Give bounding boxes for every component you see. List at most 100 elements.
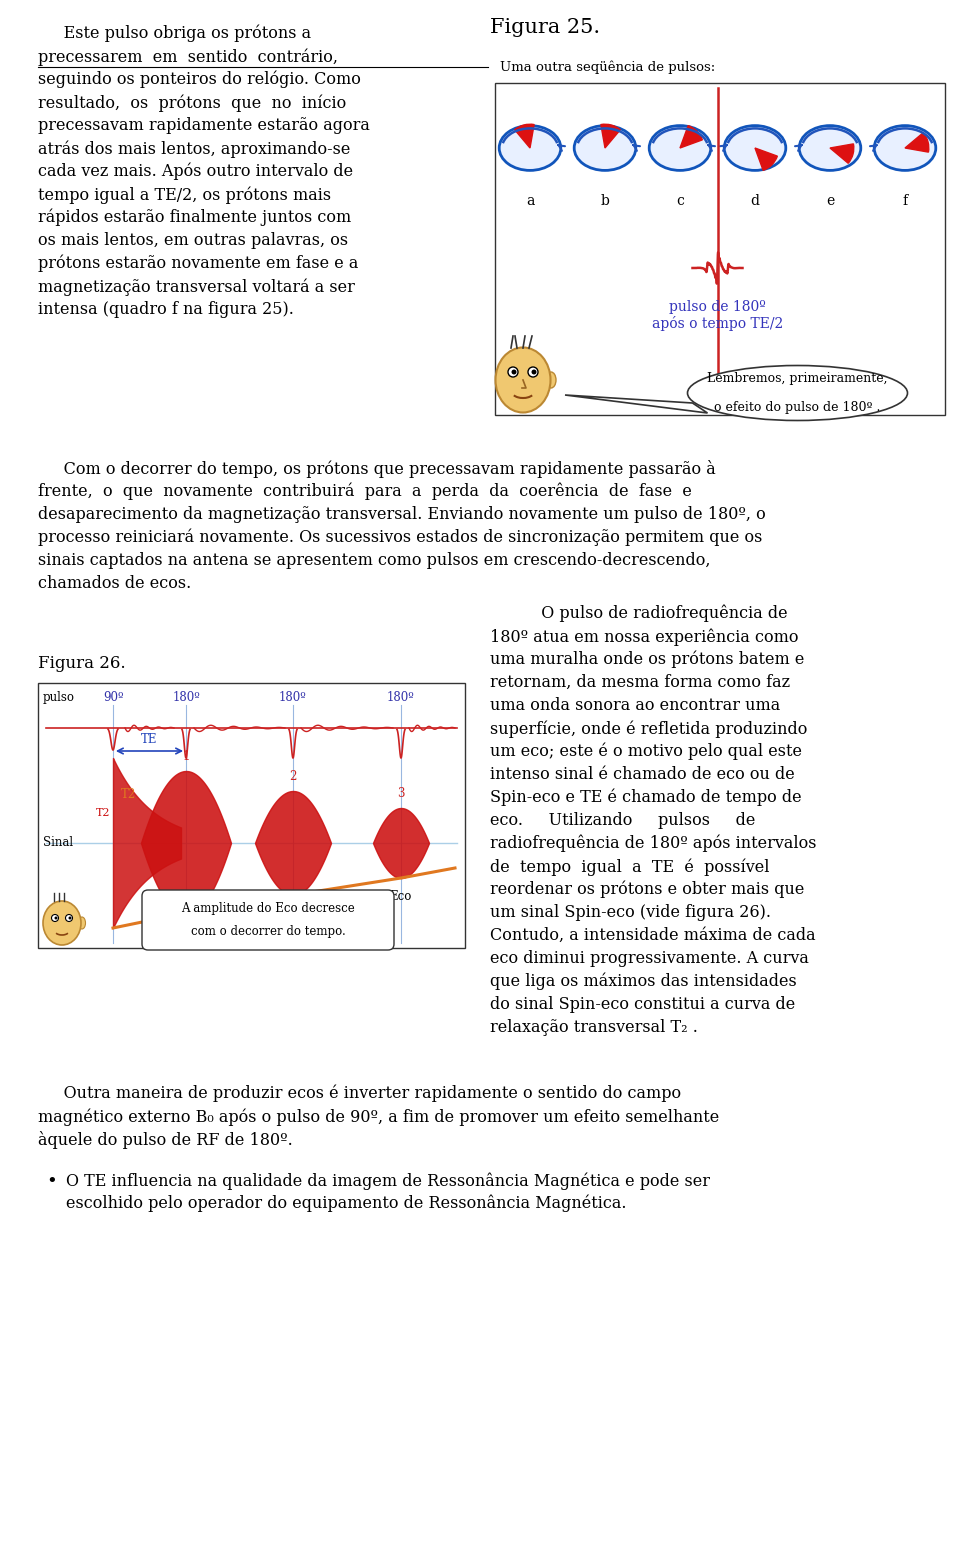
Text: 180º: 180º [279, 691, 307, 704]
Text: A amplitude do Eco decresce: A amplitude do Eco decresce [181, 902, 355, 916]
Text: 90º: 90º [103, 691, 123, 704]
Text: sinais captados na antena se apresentem como pulsos em crescendo-decrescendo,: sinais captados na antena se apresentem … [38, 552, 710, 569]
Text: do sinal Spin-eco constitui a curva de: do sinal Spin-eco constitui a curva de [490, 995, 795, 1012]
Text: f: f [902, 193, 907, 207]
Wedge shape [905, 133, 928, 153]
Text: Figura 26.: Figura 26. [38, 655, 126, 672]
Wedge shape [830, 144, 853, 164]
Circle shape [65, 914, 73, 922]
Text: Spin-eco e TE é chamado de tempo de: Spin-eco e TE é chamado de tempo de [490, 789, 802, 807]
Text: precessavam rapidamente estarão agora: precessavam rapidamente estarão agora [38, 117, 370, 134]
Text: que liga os máximos das intensidades: que liga os máximos das intensidades [490, 973, 797, 991]
Text: uma muralha onde os prótons batem e: uma muralha onde os prótons batem e [490, 651, 804, 669]
Circle shape [68, 917, 71, 919]
Text: Lembremos, primeiramente,: Lembremos, primeiramente, [708, 371, 888, 385]
Text: c: c [676, 193, 684, 207]
Text: o efeito do pulso de 180º .: o efeito do pulso de 180º . [714, 401, 880, 413]
Wedge shape [515, 125, 534, 148]
Text: T2: T2 [121, 788, 136, 800]
Text: um sinal Spin-eco (vide figura 26).: um sinal Spin-eco (vide figura 26). [490, 903, 771, 920]
Text: frente,  o  que  novamente  contribuirá  para  a  perda  da  coerência  de  fase: frente, o que novamente contribuirá para… [38, 484, 692, 501]
Text: Eco: Eco [175, 927, 197, 941]
Text: magnético externo B₀ após o pulso de 90º, a fim de promover um efeito semelhante: magnético externo B₀ após o pulso de 90º… [38, 1108, 719, 1125]
Ellipse shape [43, 902, 81, 945]
Bar [38, 683, 465, 948]
Text: 2: 2 [289, 771, 297, 783]
Ellipse shape [649, 126, 710, 170]
Text: de  tempo  igual  a  TE  é  possível: de tempo igual a TE é possível [490, 858, 770, 875]
Text: precessarem  em  sentido  contrário,: precessarem em sentido contrário, [38, 48, 338, 66]
Text: pulso: pulso [43, 691, 75, 704]
Text: superfície, onde é refletida produzindo: superfície, onde é refletida produzindo [490, 721, 807, 738]
Ellipse shape [546, 371, 556, 388]
Text: radiofrequência de 180º após intervalos: radiofrequência de 180º após intervalos [490, 835, 817, 852]
Ellipse shape [799, 126, 861, 170]
Text: Uma outra seqüência de pulsos:: Uma outra seqüência de pulsos: [500, 59, 715, 73]
Wedge shape [680, 126, 703, 148]
Text: desaparecimento da magnetização transversal. Enviando novamente um pulso de 180º: desaparecimento da magnetização transver… [38, 505, 766, 523]
Text: eco diminui progressivamente. A curva: eco diminui progressivamente. A curva [490, 950, 809, 967]
Text: cada vez mais. Após outro intervalo de: cada vez mais. Após outro intervalo de [38, 162, 353, 181]
Text: seguindo os ponteiros do relógio. Como: seguindo os ponteiros do relógio. Como [38, 72, 361, 89]
Text: Outra maneira de produzir ecos é inverter rapidamente o sentido do campo: Outra maneira de produzir ecos é inverte… [38, 1086, 682, 1103]
Ellipse shape [79, 917, 85, 930]
Text: retornam, da mesma forma como faz: retornam, da mesma forma como faz [490, 674, 790, 691]
Text: 180º: 180º [387, 691, 415, 704]
Text: atrás dos mais lentos, aproximando-se: atrás dos mais lentos, aproximando-se [38, 140, 350, 158]
Text: magnetização transversal voltará a ser: magnetização transversal voltará a ser [38, 278, 355, 295]
Text: 180º atua em nossa experiência como: 180º atua em nossa experiência como [490, 629, 799, 646]
Text: prótons estarão novamente em fase e a: prótons estarão novamente em fase e a [38, 254, 358, 273]
Text: b: b [601, 193, 610, 207]
Ellipse shape [499, 126, 561, 170]
Text: àquele do pulso de RF de 180º.: àquele do pulso de RF de 180º. [38, 1131, 293, 1150]
Text: TE: TE [141, 733, 157, 746]
Wedge shape [755, 148, 778, 170]
Circle shape [532, 370, 537, 374]
Text: intenso sinal é chamado de eco ou de: intenso sinal é chamado de eco ou de [490, 766, 795, 783]
Text: a: a [526, 193, 534, 207]
Circle shape [508, 367, 518, 378]
Text: os mais lentos, em outras palavras, os: os mais lentos, em outras palavras, os [38, 232, 348, 250]
Text: 180º: 180º [172, 691, 200, 704]
Text: chamados de ecos.: chamados de ecos. [38, 576, 191, 591]
Ellipse shape [495, 348, 550, 412]
Wedge shape [601, 125, 620, 148]
Text: Este pulso obriga os prótons a: Este pulso obriga os prótons a [38, 25, 311, 42]
Circle shape [528, 367, 538, 378]
Text: d: d [751, 193, 759, 207]
Text: rápidos estarão finalmente juntos com: rápidos estarão finalmente juntos com [38, 209, 351, 226]
Text: e: e [826, 193, 834, 207]
Text: •: • [46, 1172, 57, 1190]
FancyBboxPatch shape [142, 891, 394, 950]
Polygon shape [565, 395, 708, 413]
Text: 1: 1 [182, 750, 190, 763]
Text: uma onda sonora ao encontrar uma: uma onda sonora ao encontrar uma [490, 697, 780, 714]
Text: O pulso de radiofrequência de: O pulso de radiofrequência de [490, 605, 787, 622]
Text: um eco; este é o motivo pelo qual este: um eco; este é o motivo pelo qual este [490, 743, 802, 761]
Text: Eco: Eco [282, 906, 304, 920]
Bar [495, 83, 945, 415]
Text: pulso de 180º: pulso de 180º [669, 300, 766, 314]
Ellipse shape [574, 126, 636, 170]
Text: reordenar os prótons e obter mais que: reordenar os prótons e obter mais que [490, 881, 804, 899]
Text: eco.     Utilizando     pulsos     de: eco. Utilizando pulsos de [490, 813, 756, 828]
Text: tempo igual a TE/2, os prótons mais: tempo igual a TE/2, os prótons mais [38, 186, 331, 203]
Text: Eco: Eco [390, 891, 412, 903]
Text: Figura 25.: Figura 25. [490, 19, 600, 37]
Text: com o decorrer do tempo.: com o decorrer do tempo. [191, 925, 346, 938]
Text: 3: 3 [397, 786, 405, 800]
Text: processo reiniciará novamente. Os sucessivos estados de sincronização permitem q: processo reiniciará novamente. Os sucess… [38, 529, 762, 546]
Text: Contudo, a intensidade máxima de cada: Contudo, a intensidade máxima de cada [490, 927, 816, 944]
Text: Com o decorrer do tempo, os prótons que precessavam rapidamente passarão à: Com o decorrer do tempo, os prótons que … [38, 460, 716, 477]
Text: após o tempo TE/2: após o tempo TE/2 [652, 317, 783, 331]
Text: relaxação transversal T₂ .: relaxação transversal T₂ . [490, 1019, 698, 1036]
Ellipse shape [875, 126, 936, 170]
Circle shape [55, 917, 58, 919]
Text: intensa (quadro f na figura 25).: intensa (quadro f na figura 25). [38, 301, 294, 318]
Text: resultado,  os  prótons  que  no  início: resultado, os prótons que no início [38, 94, 347, 111]
Text: Sinal: Sinal [43, 836, 73, 850]
Text: T2: T2 [95, 808, 110, 817]
Text: O TE influencia na qualidade da imagem de Ressonância Magnética e pode ser: O TE influencia na qualidade da imagem d… [66, 1172, 710, 1189]
Circle shape [52, 914, 59, 922]
Text: escolhido pelo operador do equipamento de Ressonância Magnética.: escolhido pelo operador do equipamento d… [66, 1195, 627, 1212]
